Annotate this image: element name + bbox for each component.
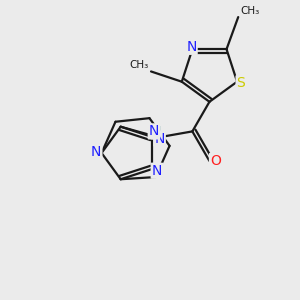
Text: S: S bbox=[237, 76, 245, 90]
Text: N: N bbox=[91, 146, 101, 159]
Text: H: H bbox=[152, 125, 161, 139]
Text: CH₃: CH₃ bbox=[129, 60, 149, 70]
Text: N: N bbox=[152, 164, 162, 178]
Text: O: O bbox=[210, 154, 221, 168]
Text: N: N bbox=[154, 131, 165, 146]
Text: N: N bbox=[186, 40, 197, 54]
Text: CH₃: CH₃ bbox=[241, 6, 260, 16]
Text: N: N bbox=[149, 124, 159, 138]
